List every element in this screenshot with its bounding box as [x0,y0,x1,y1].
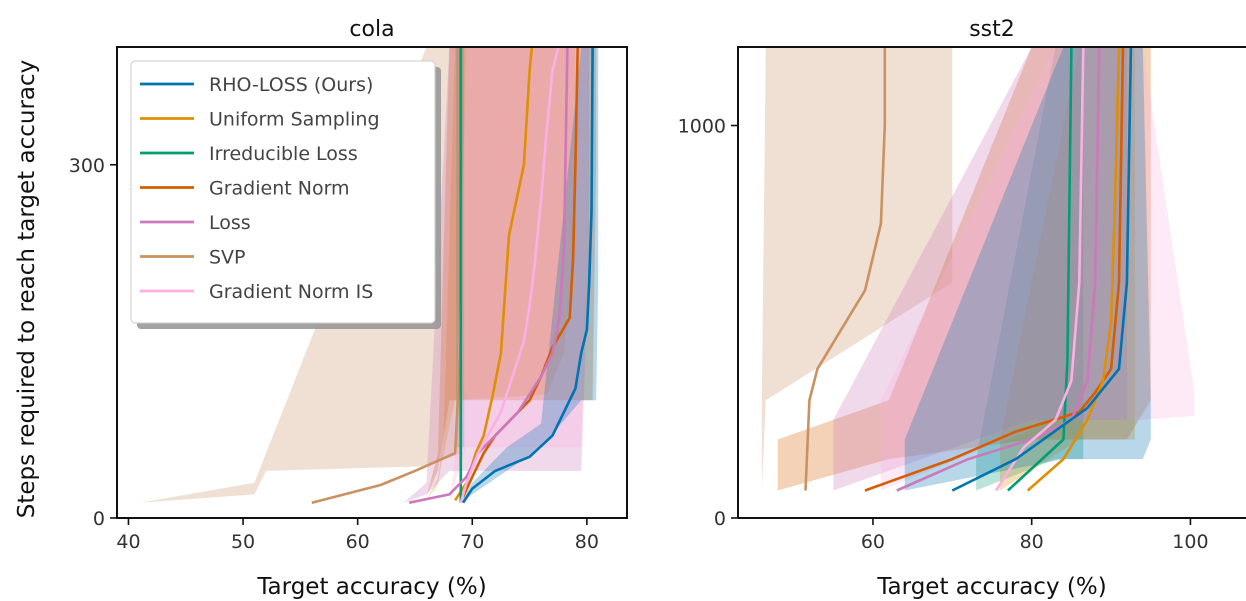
legend-label-svp: SVP [209,247,246,269]
cola-line-gradient-norm [461,47,579,498]
cola-line-rho-loss-ours [462,47,594,504]
cola-ytick-label: 0 [93,508,105,530]
chart-title-sst2: sst2 [969,17,1015,42]
legend-label-gradient-norm-is: Gradient Norm IS [209,281,373,303]
cola-axes-frame [116,46,628,519]
sst2-xtick-label: 60 [861,531,885,553]
cola-xtick-label: 80 [575,531,599,553]
cola-xtick-label: 40 [116,531,140,553]
cola-band-gradient-norm-is [449,47,587,503]
cola-band-loss [403,47,590,503]
sst2-xtick-label: 100 [1172,531,1208,553]
sst2-line-gradient-norm-is [994,47,1085,492]
cola-xtick-label: 50 [231,531,255,553]
cola-line-loss [408,47,569,504]
sst2-ytick-label: 1000 [678,116,726,138]
sst2-line-rho-loss-ours [951,47,1133,492]
sst2-xlabel: Target accuracy (%) [876,574,1106,600]
sst2-confidence-bands [761,47,1195,491]
sst2-band-irreducible-loss [976,47,1084,491]
sst2-xtick-label: 80 [1020,531,1044,553]
cola-line-gradient-norm-is [459,47,560,504]
sst2-line-uniform-sampling [1026,47,1121,492]
legend-label-irreducible-loss: Irreducible Loss [209,143,358,165]
cola-band-gradient-norm [426,47,597,497]
cola-ytick-label: 300 [69,155,105,177]
cola-xtick-label: 60 [346,531,370,553]
legend-label-rho-loss-ours: RHO-LOSS (Ours) [209,74,373,96]
sst2-line-gradient-norm [864,47,1125,492]
cola-band-rho-loss-ours [460,47,599,503]
sst2-band-rho-loss-ours [904,47,1151,491]
cola-series-lines [311,47,594,504]
sst2-ytick-label: 0 [714,508,726,530]
sst2-axes-frame [737,46,1246,519]
cola-xlabel: Target accuracy (%) [256,574,486,600]
legend-label-uniform-sampling: Uniform Sampling [209,109,380,131]
sst2-band-svp [761,47,953,491]
legend: RHO-LOSS (Ours) Uniform Sampling Irreducib… [130,60,441,329]
cola-ticks: 40 50 60 70 80 0 300 [69,155,599,553]
sst2-band-gradient-norm [777,47,1151,491]
cola-band-uniform-sampling [426,47,576,501]
cola-band-svp [139,47,461,503]
chart-panel-cola: cola 40 50 60 70 80 0 300 Target accuracy (%) [69,17,628,600]
legend-label-gradient-norm: Gradient Norm [209,178,350,200]
sst2-line-irreducible-loss [1007,47,1073,492]
sst2-line-svp [804,47,887,491]
sst2-series-lines [804,47,1133,492]
sst2-band-loss [833,47,1127,491]
cola-xtick-label: 70 [460,531,484,553]
chart-title-cola: cola [349,17,394,42]
legend-label-loss: Loss [209,212,251,234]
figure-ylabel: Steps required to reach target accuracy [14,60,40,518]
